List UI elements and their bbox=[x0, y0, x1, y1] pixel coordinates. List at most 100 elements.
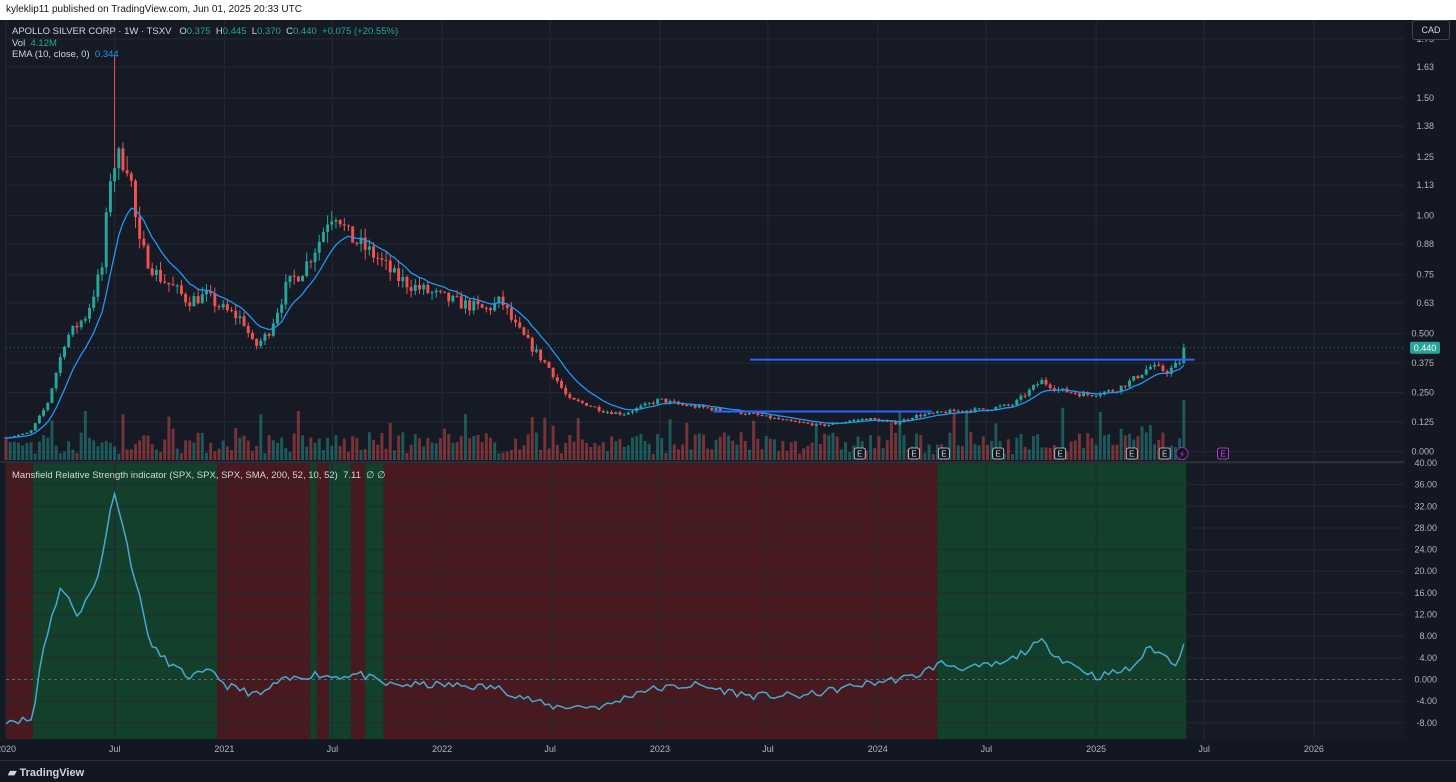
candle-body bbox=[259, 340, 263, 346]
time-axis-label: 2026 bbox=[1304, 744, 1324, 754]
candle-body bbox=[1169, 367, 1173, 374]
volume-bar bbox=[284, 448, 288, 460]
candle-body bbox=[940, 411, 944, 413]
volume-bar bbox=[572, 441, 576, 460]
volume-bar bbox=[1073, 440, 1077, 460]
volume-bar bbox=[1044, 447, 1048, 460]
volume-bar bbox=[622, 446, 626, 460]
indicator-axis-label: 20.00 bbox=[1414, 566, 1437, 576]
candle-body bbox=[973, 408, 977, 412]
candle-body bbox=[944, 411, 948, 414]
volume-bar bbox=[639, 434, 643, 460]
volume-bar bbox=[301, 435, 305, 460]
volume-bar bbox=[321, 450, 325, 460]
candle-body bbox=[597, 406, 601, 412]
candle-body bbox=[898, 422, 902, 425]
candle-body bbox=[935, 411, 939, 413]
volume-bar bbox=[392, 450, 396, 460]
volume-bar bbox=[71, 449, 75, 460]
candle-body bbox=[547, 362, 551, 368]
volume-bar bbox=[1119, 428, 1123, 460]
candle-body bbox=[961, 410, 964, 412]
candle-body bbox=[576, 399, 580, 402]
mrs-zone-negative bbox=[6, 463, 33, 739]
candle-body bbox=[789, 419, 793, 421]
volume-bar bbox=[973, 444, 977, 460]
volume-bar bbox=[184, 440, 188, 460]
volume-bar bbox=[773, 439, 776, 460]
volume-bar bbox=[986, 444, 989, 460]
price-axis-label: 1.38 bbox=[1416, 121, 1434, 131]
currency-button[interactable]: CAD bbox=[1412, 20, 1450, 40]
candle-body bbox=[351, 226, 355, 243]
candle-body bbox=[1144, 369, 1148, 375]
candle-body bbox=[121, 148, 125, 171]
volume-bar bbox=[54, 445, 58, 460]
volume-bar bbox=[58, 453, 62, 460]
volume-bar bbox=[610, 436, 614, 460]
candle-body bbox=[1032, 385, 1035, 390]
volume-bar bbox=[869, 435, 873, 460]
volume-bar bbox=[1169, 445, 1173, 460]
volume-bar bbox=[551, 425, 555, 460]
earnings-marker bbox=[1054, 447, 1067, 460]
candle-body bbox=[230, 310, 234, 312]
candle-body bbox=[292, 275, 296, 277]
candle-body bbox=[702, 405, 705, 408]
volume-bar bbox=[1094, 444, 1098, 460]
candle-body bbox=[572, 397, 576, 400]
earnings-marker-label: E bbox=[1129, 450, 1134, 459]
volume-bar bbox=[134, 444, 137, 460]
candle-body bbox=[1077, 393, 1081, 397]
volume-bar bbox=[672, 444, 676, 460]
candle-body bbox=[309, 261, 313, 263]
candle-body bbox=[752, 412, 756, 414]
price-axis-label: 0.63 bbox=[1416, 298, 1434, 308]
indicator-axis-label: -4.00 bbox=[1416, 696, 1437, 706]
volume-bar bbox=[100, 442, 104, 460]
candle-body bbox=[1123, 385, 1127, 387]
candle-body bbox=[998, 405, 1002, 407]
candle-body bbox=[1002, 404, 1006, 406]
candle-body bbox=[367, 246, 371, 250]
candle-body bbox=[685, 404, 689, 407]
indicator-axis-label: 28.00 bbox=[1414, 523, 1437, 533]
candle-body bbox=[330, 221, 334, 225]
candle-body bbox=[388, 260, 392, 273]
volume-bar bbox=[129, 449, 133, 460]
price-axis-label: 0.250 bbox=[1411, 388, 1434, 398]
volume-bar bbox=[831, 432, 835, 460]
volume-bar bbox=[1015, 437, 1019, 460]
candle-body bbox=[927, 412, 931, 415]
price-axis-label: 1.50 bbox=[1416, 93, 1434, 103]
volume-bar bbox=[994, 423, 998, 460]
candle-body bbox=[113, 168, 117, 182]
ohlc-high: 0.445 bbox=[222, 26, 247, 37]
volume-bar bbox=[29, 442, 33, 460]
candle-body bbox=[585, 402, 589, 406]
volume-bar bbox=[618, 439, 622, 460]
volume-bar bbox=[764, 435, 768, 460]
candle-body bbox=[326, 224, 330, 232]
earnings-marker bbox=[992, 447, 1005, 460]
earnings-marker-label: E bbox=[995, 450, 1000, 459]
candle-body bbox=[781, 419, 785, 421]
candle-body bbox=[184, 293, 188, 303]
candle-body bbox=[150, 268, 154, 276]
volume-bar bbox=[83, 410, 87, 460]
candle-body bbox=[33, 423, 37, 431]
candle-body bbox=[196, 296, 200, 304]
candle-body bbox=[977, 408, 981, 410]
candle-body bbox=[67, 334, 71, 347]
candle-body bbox=[651, 402, 655, 404]
candle-body bbox=[543, 360, 547, 363]
candle-body bbox=[1090, 394, 1094, 396]
candle-body bbox=[610, 412, 614, 415]
volume-bar bbox=[1107, 434, 1111, 460]
volume-bar bbox=[234, 427, 238, 460]
earnings-marker-label: E bbox=[1058, 450, 1063, 459]
candle-body bbox=[472, 300, 476, 311]
candle-body bbox=[1073, 392, 1077, 394]
volume-bar bbox=[589, 447, 593, 460]
